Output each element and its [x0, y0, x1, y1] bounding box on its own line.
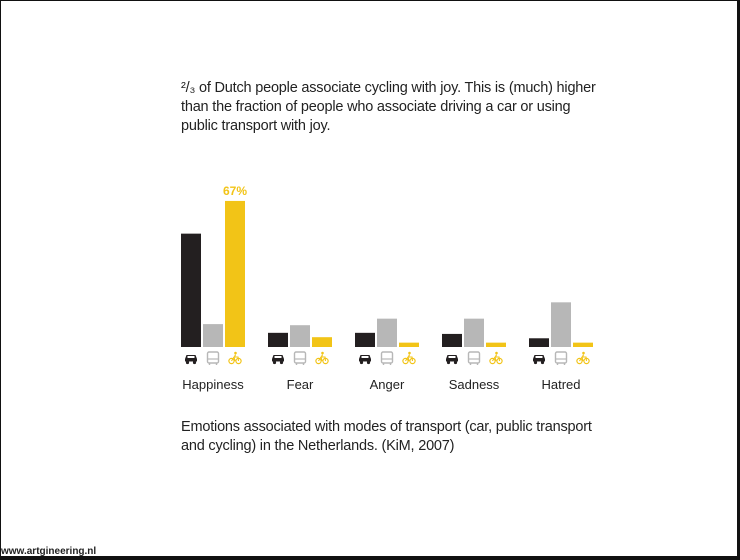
- category-label-anger: Anger: [370, 377, 405, 392]
- bar-car-happiness: [181, 233, 201, 347]
- bicycle-icon: [228, 351, 242, 365]
- bar-car-sadness: [442, 333, 462, 347]
- bar-cycling-happiness: [225, 200, 245, 347]
- headline-line-1: ²/₃ of Dutch people associate cycling wi…: [181, 80, 596, 96]
- bars-layer: [181, 200, 593, 347]
- headline-line-2: than the fraction of people who associat…: [181, 99, 571, 115]
- headline: ²/₃ of Dutch people associate cycling wi…: [181, 79, 611, 136]
- bar-cycling-sadness: [486, 342, 506, 347]
- bar-car-hatred: [529, 338, 549, 347]
- bus-icon: [206, 351, 220, 365]
- category-label-fear: Fear: [287, 377, 314, 392]
- bicycle-icon: [402, 351, 416, 365]
- bar-cycling-fear: [312, 337, 332, 347]
- bar-public_transport-sadness: [464, 318, 484, 347]
- bus-icon: [467, 351, 481, 365]
- bus-icon: [293, 351, 307, 365]
- bar-car-anger: [355, 332, 375, 347]
- category-label-sadness: Sadness: [449, 377, 500, 392]
- headline-line-3: public transport with joy.: [181, 118, 331, 134]
- car-icon: [359, 355, 371, 365]
- caption-line-2: and cycling) in the Netherlands. (KiM, 2…: [181, 438, 455, 454]
- chart-caption: Emotions associated with modes of transp…: [181, 418, 611, 456]
- bicycle-icon: [315, 351, 329, 365]
- labels-layer: Happiness Fear Anger Sadness Hatred 67%: [182, 184, 580, 392]
- bar-public_transport-hatred: [551, 302, 571, 347]
- bar-public_transport-anger: [377, 318, 397, 347]
- footer-url: www.artgineering.nl: [1, 546, 97, 557]
- car-icon: [533, 355, 545, 365]
- bus-icon: [554, 351, 568, 365]
- icons-layer: [185, 351, 590, 365]
- category-label-hatred: Hatred: [541, 377, 580, 392]
- value-label-cycling-happiness: 67%: [223, 184, 247, 198]
- car-icon: [185, 355, 197, 365]
- bar-cycling-hatred: [573, 342, 593, 347]
- bar-public_transport-happiness: [203, 324, 223, 347]
- frame-shadow-right: [737, 0, 740, 560]
- frame-shadow-bottom: [0, 557, 740, 560]
- bar-cycling-anger: [399, 342, 419, 347]
- car-icon: [272, 355, 284, 365]
- bicycle-icon: [489, 351, 503, 365]
- category-label-happiness: Happiness: [182, 377, 244, 392]
- bar-public_transport-fear: [290, 325, 310, 347]
- car-icon: [446, 355, 458, 365]
- bus-icon: [380, 351, 394, 365]
- bicycle-icon: [576, 351, 590, 365]
- caption-line-1: Emotions associated with modes of transp…: [181, 419, 592, 435]
- bar-car-fear: [268, 332, 288, 347]
